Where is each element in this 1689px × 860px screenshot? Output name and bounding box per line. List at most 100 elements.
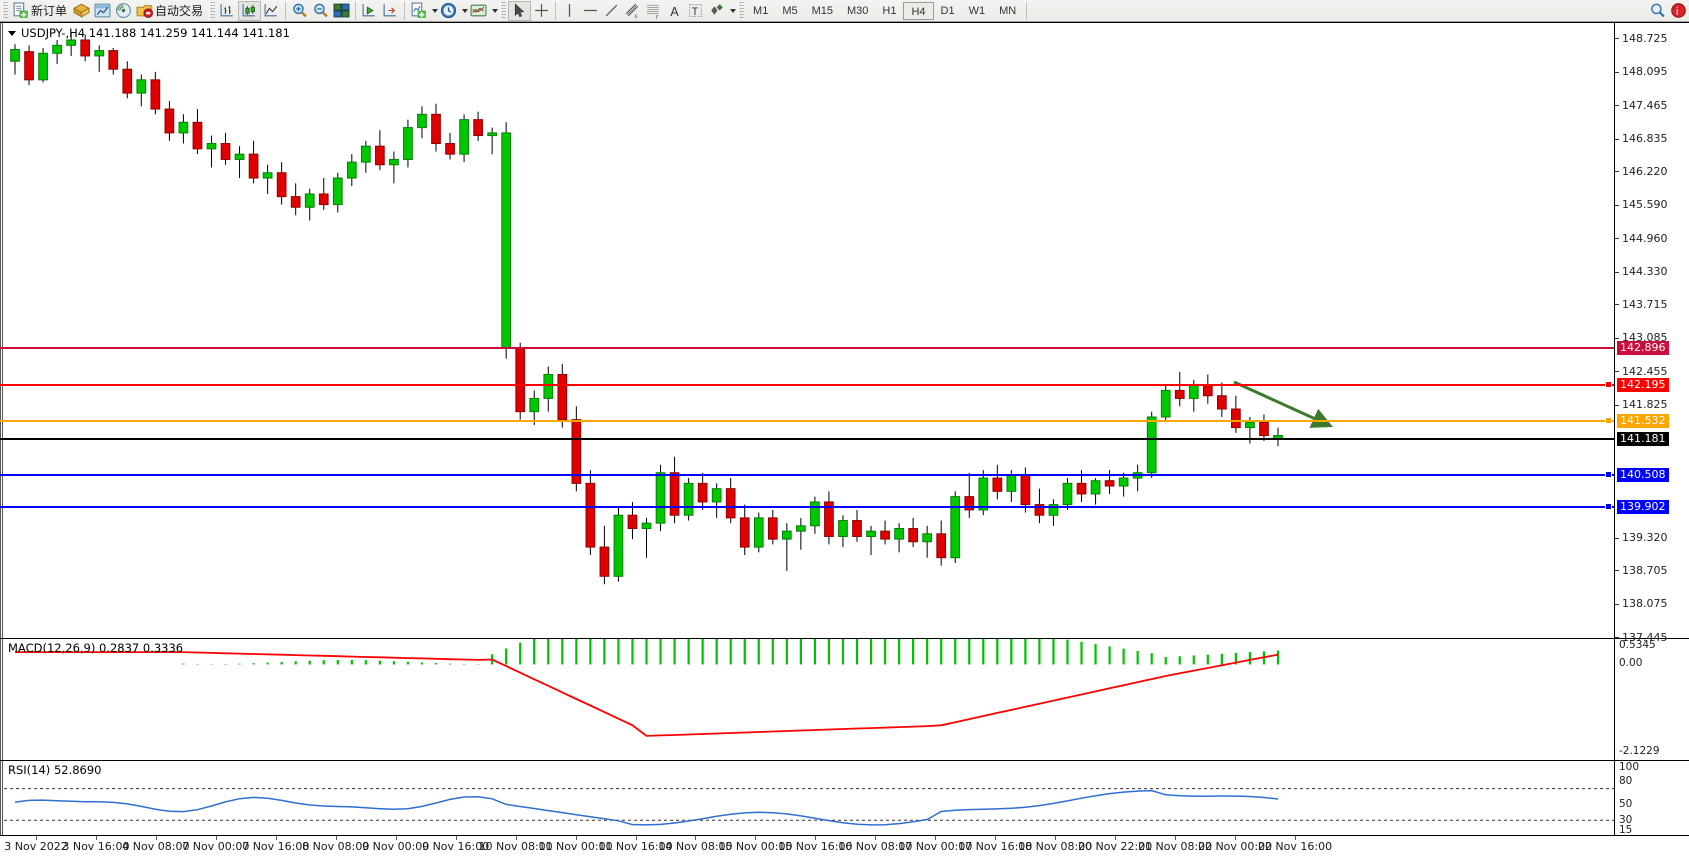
- templates-dropdown-arrow[interactable]: [492, 8, 499, 13]
- vertical-line-button[interactable]: [559, 1, 580, 21]
- price-level-line[interactable]: [0, 347, 1614, 350]
- indicators-button[interactable]: [408, 1, 429, 21]
- macd-left-grip[interactable]: [0, 639, 3, 760]
- shapes-dropdown-arrow[interactable]: [730, 8, 737, 13]
- price-level-handle[interactable]: [1605, 503, 1612, 511]
- time-tick-mark: [935, 836, 937, 840]
- equidistant-channel-button[interactable]: E: [622, 1, 643, 21]
- toolbar-grip-2[interactable]: [209, 1, 216, 20]
- arrow-annotation[interactable]: [1230, 378, 1350, 438]
- fibonacci-button[interactable]: F: [643, 1, 664, 21]
- timeframe-w1[interactable]: W1: [968, 4, 986, 17]
- text-label-button[interactable]: T: [685, 1, 706, 21]
- rsi-left-grip[interactable]: [0, 761, 3, 835]
- price-level-line[interactable]: [0, 438, 1614, 441]
- timeframe-m5[interactable]: M5: [782, 4, 798, 17]
- candle-body: [178, 121, 189, 134]
- timeframe-m15[interactable]: M15: [811, 4, 833, 17]
- chart-shift-button[interactable]: [380, 1, 401, 21]
- timeframe-m1[interactable]: M1: [753, 4, 769, 17]
- time-tick-mark: [1235, 836, 1237, 840]
- candle-body: [1034, 504, 1045, 516]
- periods-button[interactable]: [438, 1, 459, 21]
- timeframe-mn[interactable]: MN: [999, 4, 1017, 17]
- price-level-handle[interactable]: [1605, 381, 1612, 389]
- toolbar-grip[interactable]: [2, 1, 8, 20]
- zoom-in-button[interactable]: [289, 1, 310, 21]
- line-chart-button[interactable]: [261, 1, 282, 21]
- macd-series: [15, 639, 1280, 737]
- price-level-tag: 140.508: [1617, 467, 1669, 482]
- trendline-button[interactable]: [601, 1, 622, 21]
- zoom-out-button[interactable]: [310, 1, 331, 21]
- candle-body: [487, 132, 497, 137]
- toolbar-grip-3[interactable]: [500, 1, 507, 20]
- candle-body: [1118, 477, 1129, 487]
- timeframe-group: M1 M5 M15 M30 H1 H4 D1 W1 MN: [746, 1, 1023, 20]
- time-tick-label: 16 Nov 08:00: [838, 840, 913, 853]
- price-pane[interactable]: USDJPY-,H4 141.188 141.259 141.144 141.1…: [0, 22, 1689, 644]
- autotrading-button[interactable]: 自动交易: [134, 1, 207, 21]
- market-watch-icon: [94, 3, 111, 18]
- time-tick-mark: [695, 836, 697, 840]
- expert-advisor-icon: [73, 3, 91, 18]
- timeframe-d1[interactable]: D1: [940, 4, 955, 17]
- search-button[interactable]: [1647, 1, 1668, 21]
- chart-window[interactable]: USDJPY-,H4 141.188 141.259 141.144 141.1…: [0, 22, 1689, 860]
- candle-body: [683, 482, 694, 516]
- timeframe-m30[interactable]: M30: [847, 4, 869, 17]
- text-label-icon: T: [689, 4, 702, 18]
- bar-chart-button[interactable]: [217, 1, 238, 21]
- rsi-pane[interactable]: RSI(14) 52.8690 100 80 50 30 15: [0, 761, 1689, 836]
- price-level-line[interactable]: [0, 506, 1614, 509]
- macd-pane[interactable]: MACD(12,26,9) 0.2837 0.3336 0.5345 0.00 -2…: [0, 639, 1689, 761]
- time-axis[interactable]: 3 Nov 2022 3 Nov 16:00 4 Nov 08:00 7 Nov 00…: [0, 836, 1689, 860]
- horizontal-line-button[interactable]: [580, 1, 601, 21]
- indicators-dropdown-arrow[interactable]: [432, 8, 439, 13]
- time-tick-label: 17 Nov 16:00: [958, 840, 1033, 853]
- shapes-button[interactable]: [706, 1, 727, 21]
- price-level-line[interactable]: [0, 419, 1614, 422]
- cursor-icon: [514, 3, 525, 18]
- macd-signal-line: [15, 651, 1279, 737]
- market-watch-button[interactable]: [92, 1, 113, 21]
- price-level-handle[interactable]: [1605, 470, 1612, 478]
- price-tick: 145.590: [1615, 198, 1668, 211]
- price-level-line[interactable]: [0, 384, 1614, 387]
- rsi-tick: 50: [1619, 798, 1633, 811]
- rsi-title: RSI(14) 52.8690: [8, 763, 102, 777]
- symbol-title-text: USDJPY-,H4 141.188 141.259 141.144 141.1…: [21, 26, 290, 40]
- candle-body: [220, 143, 231, 160]
- cursor-button[interactable]: [508, 0, 532, 21]
- candlestick-chart-button[interactable]: [238, 0, 262, 21]
- candle-body: [108, 50, 119, 70]
- toolbar-grip-4[interactable]: [738, 1, 745, 20]
- symbol-title[interactable]: USDJPY-,H4 141.188 141.259 141.144 141.1…: [8, 26, 290, 40]
- chevron-down-icon[interactable]: [8, 30, 16, 36]
- price-level-line[interactable]: [0, 473, 1614, 476]
- templates-button[interactable]: [468, 1, 489, 21]
- candle-body: [711, 488, 722, 503]
- crosshair-button[interactable]: [531, 1, 552, 21]
- auto-scroll-button[interactable]: [359, 1, 380, 21]
- price-scale[interactable]: 148.725 148.095 147.465 146.835 146.220 145.5…: [1614, 23, 1689, 644]
- expert-advisor-button[interactable]: [71, 1, 92, 21]
- text-button[interactable]: A: [664, 1, 685, 21]
- price-level-handle[interactable]: [1605, 416, 1612, 424]
- autotrading-icon: [136, 5, 154, 18]
- periods-dropdown-arrow[interactable]: [462, 8, 469, 13]
- help-button[interactable]: i: [1668, 1, 1689, 21]
- candle-body: [1160, 389, 1171, 418]
- periods-icon: [440, 2, 457, 19]
- candle-body: [1174, 389, 1185, 399]
- tile-windows-button[interactable]: [331, 1, 352, 21]
- search-icon: [1651, 3, 1665, 18]
- time-tick-label: 9 Nov 00:00: [362, 840, 430, 853]
- new-order-button[interactable]: 新订单: [10, 1, 71, 21]
- signals-button[interactable]: [113, 1, 134, 21]
- pane-left-grip[interactable]: [0, 23, 3, 638]
- price-level-tag: 141.181: [1617, 432, 1669, 447]
- candle-body: [262, 172, 273, 179]
- timeframe-h1[interactable]: H1: [882, 4, 897, 17]
- timeframe-h4[interactable]: H4: [903, 1, 934, 20]
